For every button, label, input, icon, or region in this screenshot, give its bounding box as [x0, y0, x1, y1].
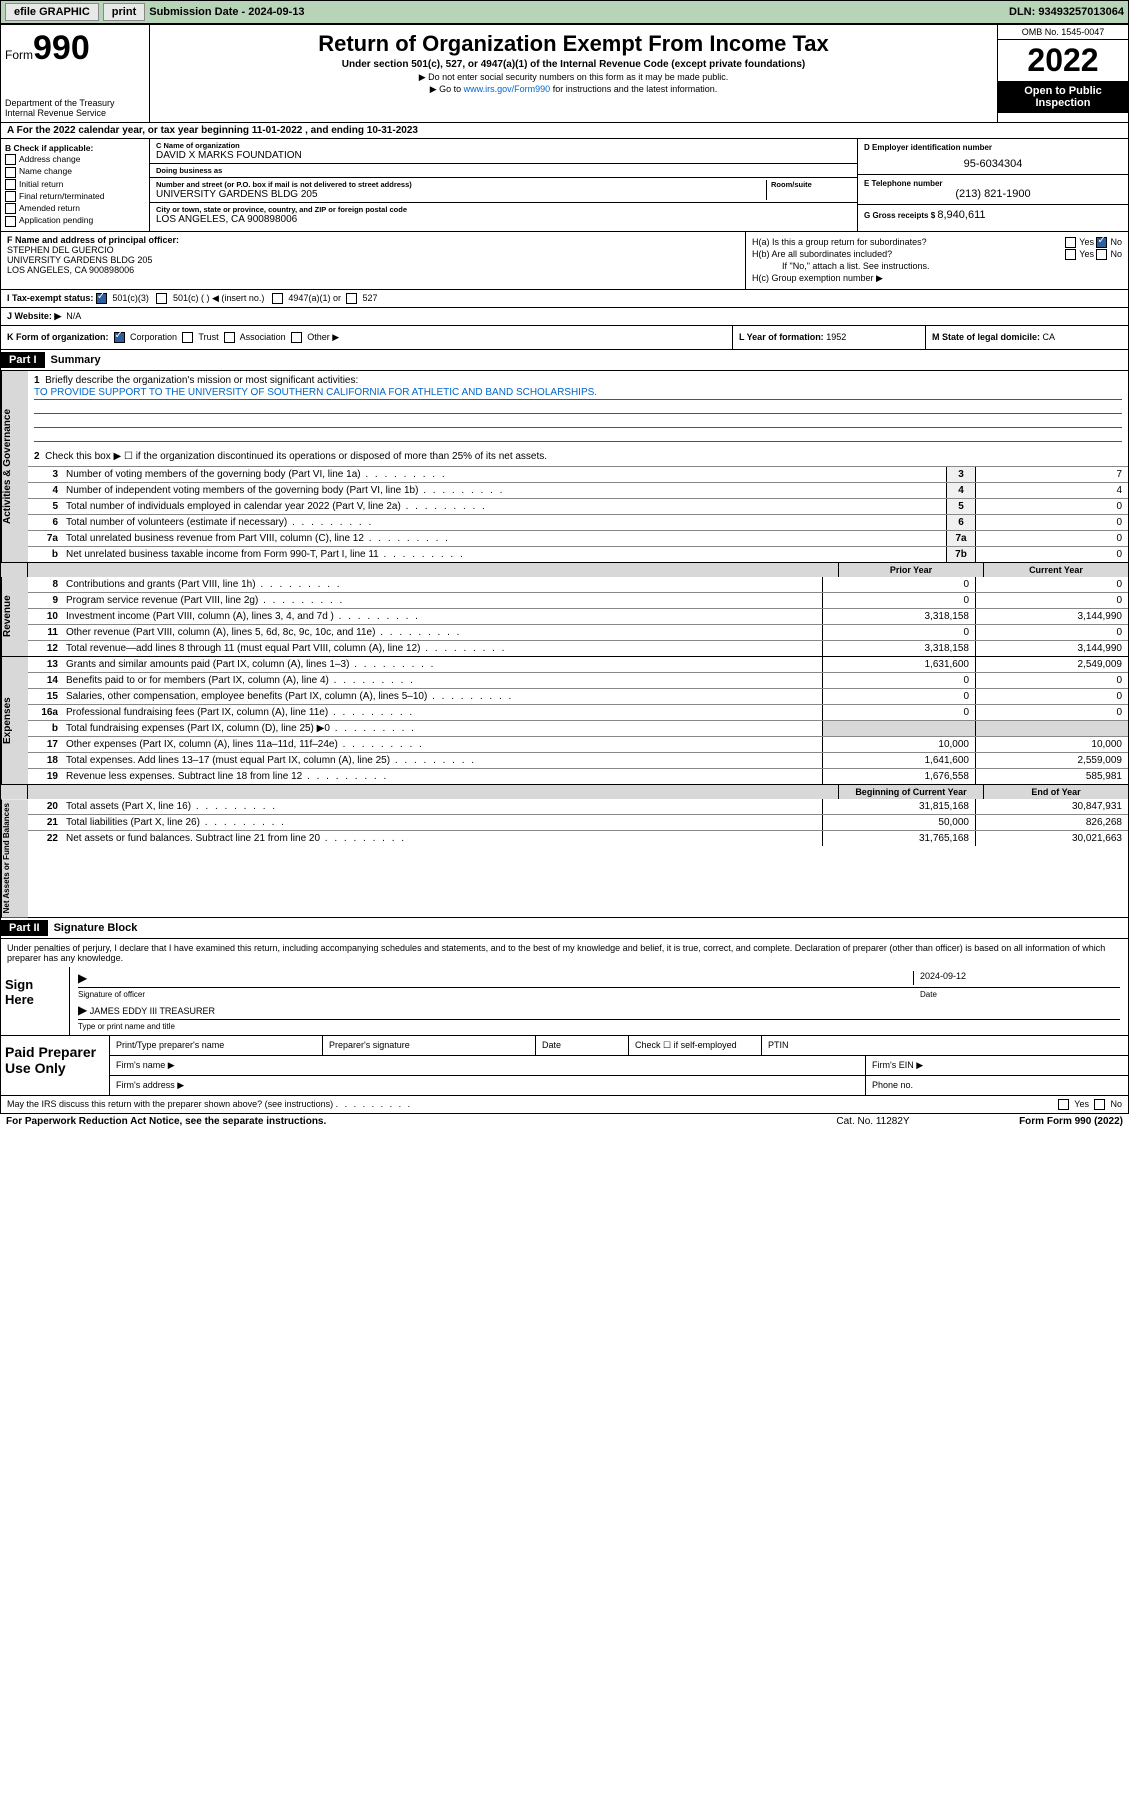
- signature-block: Under penalties of perjury, I declare th…: [0, 939, 1129, 1036]
- may-irs-discuss: May the IRS discuss this return with the…: [0, 1096, 1129, 1114]
- chk-501c[interactable]: [156, 293, 167, 304]
- part1-header: Part I: [1, 352, 45, 368]
- irs-link[interactable]: www.irs.gov/Form990: [464, 84, 551, 94]
- dept-treasury: Department of the Treasury: [5, 98, 145, 108]
- col-h-group: H(a) Is this a group return for subordin…: [746, 232, 1128, 289]
- tax-year: 2022: [998, 40, 1128, 81]
- mission-text: TO PROVIDE SUPPORT TO THE UNIVERSITY OF …: [34, 387, 1122, 400]
- side-governance: Activities & Governance: [1, 371, 28, 562]
- chk-name-change[interactable]: [5, 167, 16, 178]
- dln: DLN: 93493257013064: [1009, 6, 1124, 18]
- open-public-badge: Open to Public Inspection: [998, 81, 1128, 113]
- summary-line: 17Other expenses (Part IX, column (A), l…: [28, 736, 1128, 752]
- discuss-yes[interactable]: [1058, 1099, 1069, 1110]
- discuss-no[interactable]: [1094, 1099, 1105, 1110]
- ha-no[interactable]: [1096, 237, 1107, 248]
- chk-other[interactable]: [291, 332, 302, 343]
- col-de: D Employer identification number 95-6034…: [858, 139, 1128, 231]
- summary-line: 8Contributions and grants (Part VIII, li…: [28, 577, 1128, 592]
- summary-line: 19Revenue less expenses. Subtract line 1…: [28, 768, 1128, 784]
- gross-receipts: 8,940,611: [937, 209, 985, 221]
- summary-line: 10Investment income (Part VIII, column (…: [28, 608, 1128, 624]
- summary-line: 6Total number of volunteers (estimate if…: [28, 514, 1128, 530]
- chk-assoc[interactable]: [224, 332, 235, 343]
- website-value: N/A: [66, 311, 81, 321]
- chk-501c3[interactable]: [96, 293, 107, 304]
- summary-line: 16aProfessional fundraising fees (Part I…: [28, 704, 1128, 720]
- hb-yes[interactable]: [1065, 249, 1076, 260]
- summary-line: 13Grants and similar amounts paid (Part …: [28, 657, 1128, 672]
- summary-line: 21Total liabilities (Part X, line 26)50,…: [28, 814, 1128, 830]
- summary-line: 18Total expenses. Add lines 13–17 (must …: [28, 752, 1128, 768]
- chk-trust[interactable]: [182, 332, 193, 343]
- goto-note: ▶ Go to www.irs.gov/Form990 for instruct…: [158, 84, 989, 95]
- perjury-declaration: Under penalties of perjury, I declare th…: [1, 939, 1128, 967]
- chk-4947[interactable]: [272, 293, 283, 304]
- boy-eoy-header: Beginning of Current Year End of Year: [1, 784, 1128, 799]
- chk-address-change[interactable]: [5, 154, 16, 165]
- paid-preparer-block: Paid Preparer Use Only Print/Type prepar…: [0, 1036, 1129, 1096]
- ha-yes[interactable]: [1065, 237, 1076, 248]
- page-footer: For Paperwork Reduction Act Notice, see …: [0, 1114, 1129, 1129]
- org-name: DAVID X MARKS FOUNDATION: [156, 150, 851, 161]
- form-subtitle: Under section 501(c), 527, or 4947(a)(1)…: [158, 59, 989, 70]
- part2-header: Part II: [1, 920, 48, 936]
- chk-initial-return[interactable]: [5, 179, 16, 190]
- sign-here-label: Sign Here: [1, 967, 70, 1035]
- year-formation: 1952: [826, 332, 846, 342]
- part1-body: Activities & Governance 1 Briefly descri…: [0, 371, 1129, 918]
- officer-name-title: JAMES EDDY III TREASURER: [90, 1006, 215, 1016]
- top-toolbar: efile GRAPHIC print Submission Date - 20…: [0, 0, 1129, 24]
- row-j-website: J Website: ▶ N/A: [0, 308, 1129, 326]
- paid-preparer-label: Paid Preparer Use Only: [1, 1036, 110, 1095]
- summary-line: 14Benefits paid to or for members (Part …: [28, 672, 1128, 688]
- irs-label: Internal Revenue Service: [5, 108, 145, 118]
- ein: 95-6034304: [864, 158, 1122, 170]
- submission-date: Submission Date - 2024-09-13: [149, 6, 304, 18]
- omb-number: OMB No. 1545-0047: [998, 25, 1128, 40]
- ssn-note: ▶ Do not enter social security numbers o…: [158, 72, 989, 83]
- city-state-zip: LOS ANGELES, CA 900898006: [156, 214, 851, 225]
- row-k: K Form of organization: Corporation Trus…: [0, 326, 1129, 350]
- form-number: Form990: [5, 29, 145, 68]
- summary-line: 9Program service revenue (Part VIII, lin…: [28, 592, 1128, 608]
- side-netassets: Net Assets or Fund Balances: [1, 799, 28, 917]
- state-domicile: CA: [1043, 332, 1056, 342]
- print-button[interactable]: print: [103, 3, 145, 21]
- summary-line: 12Total revenue—add lines 8 through 11 (…: [28, 640, 1128, 656]
- col-f-officer: F Name and address of principal officer:…: [1, 232, 746, 289]
- summary-line: bTotal fundraising expenses (Part IX, co…: [28, 720, 1128, 736]
- col-c-org-info: C Name of organization DAVID X MARKS FOU…: [150, 139, 858, 231]
- chk-527[interactable]: [346, 293, 357, 304]
- chk-amended[interactable]: [5, 203, 16, 214]
- chk-corp[interactable]: [114, 332, 125, 343]
- chk-final-return[interactable]: [5, 191, 16, 202]
- telephone: (213) 821-1900: [864, 188, 1122, 200]
- summary-line: 11Other revenue (Part VIII, column (A), …: [28, 624, 1128, 640]
- col-b-checkboxes: B Check if applicable: Address change Na…: [1, 139, 150, 231]
- side-expenses: Expenses: [1, 657, 28, 784]
- row-i-tax-status: I Tax-exempt status: 501(c)(3) 501(c) ( …: [0, 290, 1129, 308]
- form-header: Form990 Department of the Treasury Inter…: [0, 24, 1129, 123]
- summary-line: bNet unrelated business taxable income f…: [28, 546, 1128, 562]
- street-address: UNIVERSITY GARDENS BLDG 205: [156, 189, 766, 200]
- summary-line: 5Total number of individuals employed in…: [28, 498, 1128, 514]
- summary-line: 15Salaries, other compensation, employee…: [28, 688, 1128, 704]
- summary-line: 7aTotal unrelated business revenue from …: [28, 530, 1128, 546]
- summary-line: 22Net assets or fund balances. Subtract …: [28, 830, 1128, 846]
- row-a-tax-year: A For the 2022 calendar year, or tax yea…: [0, 123, 1129, 139]
- form-title: Return of Organization Exempt From Incom…: [158, 31, 989, 57]
- efile-button[interactable]: efile GRAPHIC: [5, 3, 99, 21]
- summary-line: 3Number of voting members of the governi…: [28, 466, 1128, 482]
- sig-date: 2024-09-12: [913, 971, 1120, 985]
- prior-current-header: Prior Year Current Year: [1, 562, 1128, 577]
- summary-line: 20Total assets (Part X, line 16)31,815,1…: [28, 799, 1128, 814]
- hb-no[interactable]: [1096, 249, 1107, 260]
- side-revenue: Revenue: [1, 577, 28, 656]
- summary-line: 4Number of independent voting members of…: [28, 482, 1128, 498]
- chk-app-pending[interactable]: [5, 216, 16, 227]
- officer-name: STEPHEN DEL GUERCIO: [7, 245, 739, 255]
